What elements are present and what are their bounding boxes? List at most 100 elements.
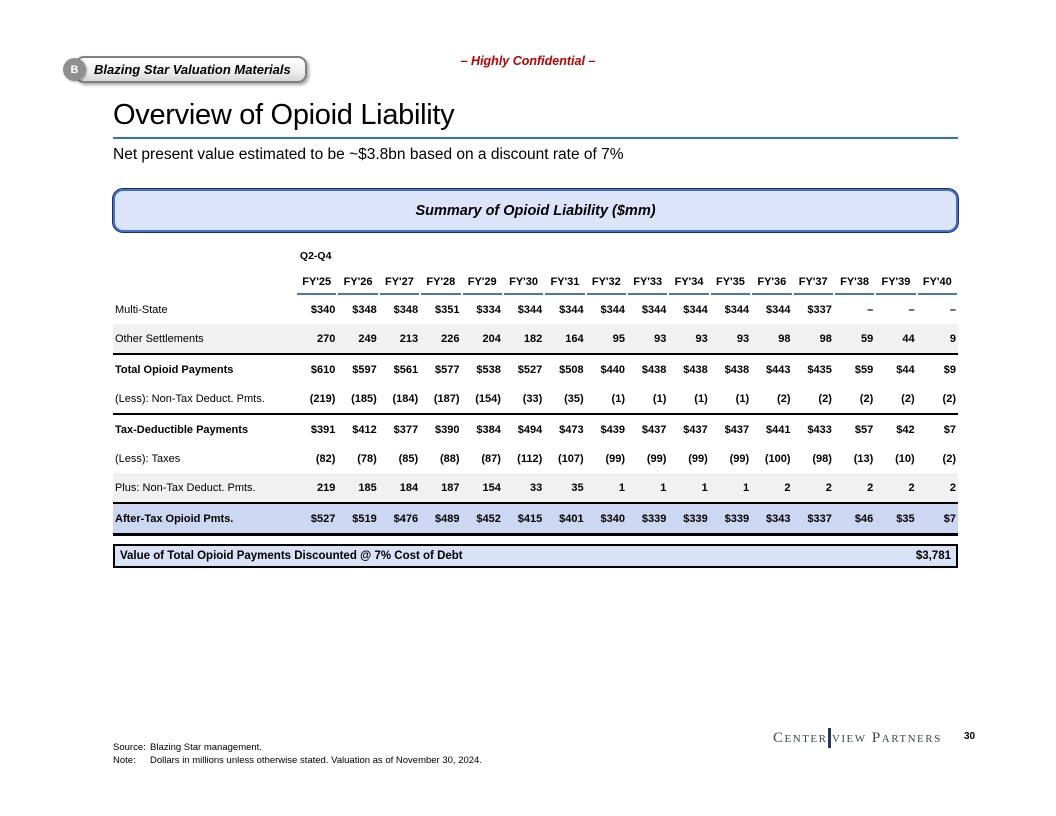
cell: (2) xyxy=(818,392,832,405)
cell: $337 xyxy=(807,512,832,525)
cell: 2 xyxy=(784,481,791,494)
cell: (10) xyxy=(895,452,915,465)
cell: 249 xyxy=(358,332,377,345)
table-title: Summary of Opioid Liability ($mm) xyxy=(415,202,656,219)
cell: (99) xyxy=(729,452,750,465)
confidential-notice: – Highly Confidential – xyxy=(460,54,596,68)
cell: 1 xyxy=(743,481,750,494)
logo-divider-bar xyxy=(828,728,831,748)
row-label: Multi-State xyxy=(115,303,168,316)
cell: $344 xyxy=(724,303,750,316)
cell: (219) xyxy=(309,392,336,405)
column-header: FY'37 xyxy=(793,265,834,295)
note-text: Dollars in millions unless otherwise sta… xyxy=(150,754,482,766)
cell: 2 xyxy=(949,481,956,494)
cell: 219 xyxy=(317,481,336,494)
cell: 1 xyxy=(618,481,625,494)
cell: (87) xyxy=(481,452,501,465)
cell: $344 xyxy=(517,303,543,316)
cell: $348 xyxy=(352,303,377,316)
cell: $42 xyxy=(896,423,915,436)
cell: 93 xyxy=(654,332,667,345)
logo-text-right: view Partners xyxy=(831,729,942,746)
cell: (2) xyxy=(777,392,791,405)
row-label: Plus: Non-Tax Deduct. Pmts. xyxy=(115,481,256,494)
cell: $527 xyxy=(517,363,543,376)
cell: $7 xyxy=(943,512,956,525)
cell: (88) xyxy=(439,452,460,465)
table-row: Multi-State $340 $348 $348 $351 $334 $344 $344 $… xyxy=(113,295,958,324)
cell: $439 xyxy=(600,423,625,436)
cell: $519 xyxy=(352,512,377,525)
cell: 2 xyxy=(825,481,832,494)
cell: – xyxy=(949,303,956,316)
cell: (98) xyxy=(812,452,832,465)
cell: (154) xyxy=(475,392,501,405)
cell: $440 xyxy=(600,363,625,376)
cell: $437 xyxy=(724,423,750,436)
cell: $351 xyxy=(435,303,460,316)
cell: 93 xyxy=(695,332,708,345)
table-row: Total Opioid Payments $610 $597 $561 $577 $53… xyxy=(113,354,958,384)
table-row: After-Tax Opioid Pmts. $527 $519 $476 $489 $4… xyxy=(113,503,958,535)
page-subtitle: Net present value estimated to be ~$3.8b… xyxy=(113,146,624,163)
table-title-banner: Summary of Opioid Liability ($mm) xyxy=(113,189,958,232)
cell: $412 xyxy=(352,423,377,436)
cell: $9 xyxy=(943,363,956,376)
cell: $441 xyxy=(766,423,791,436)
cell: 44 xyxy=(902,332,915,345)
section-badge-label: Blazing Star Valuation Materials xyxy=(75,56,307,83)
cell: (85) xyxy=(398,452,419,465)
cell: (1) xyxy=(611,392,625,405)
table-row: (Less): Taxes (82) (78) (85) (88) (87) (112) (1… xyxy=(113,444,958,473)
column-header-row: FY'25 FY'26 FY'27 FY'28 FY'29 FY'30 FY'31 FY'32… xyxy=(113,265,958,295)
cell: 185 xyxy=(358,481,377,494)
row-label: Total Opioid Payments xyxy=(115,363,234,376)
cell: (2) xyxy=(859,392,874,405)
row-label: (Less): Taxes xyxy=(115,452,181,465)
cell: $339 xyxy=(724,512,750,525)
page-number: 30 xyxy=(964,731,976,742)
cell: (1) xyxy=(652,392,667,405)
cell: 98 xyxy=(778,332,791,345)
cell: $59 xyxy=(854,363,874,376)
column-header: FY'38 xyxy=(834,265,875,295)
cell: $344 xyxy=(766,303,791,316)
cell: $348 xyxy=(393,303,419,316)
cell: $577 xyxy=(435,363,460,376)
cell: $344 xyxy=(683,303,708,316)
cell: 226 xyxy=(441,332,460,345)
cell: 2 xyxy=(867,481,874,494)
cell: (107) xyxy=(557,452,584,465)
cell: $538 xyxy=(476,363,501,376)
cell: (1) xyxy=(694,392,708,405)
cell: $494 xyxy=(517,423,543,436)
cell: $435 xyxy=(807,363,832,376)
cell: (187) xyxy=(433,392,460,405)
cell: (2) xyxy=(942,452,956,465)
column-header: FY'27 xyxy=(379,265,420,295)
cell: 187 xyxy=(441,481,460,494)
row-label: After-Tax Opioid Pmts. xyxy=(115,512,234,525)
cell: (82) xyxy=(315,452,336,465)
slide-content: Overview of Opioid Liability Net present… xyxy=(113,99,958,568)
cell: 98 xyxy=(819,332,832,345)
section-badge: B Blazing Star Valuation Materials xyxy=(63,56,307,83)
cell: (99) xyxy=(646,452,667,465)
period-label: Q2-Q4 xyxy=(299,250,332,262)
cell: $339 xyxy=(641,512,667,525)
cell: $377 xyxy=(393,423,419,436)
npv-summary-label: Value of Total Opioid Payments Discounte… xyxy=(120,550,463,562)
cell: (33) xyxy=(522,392,543,405)
source-label: Source: xyxy=(113,742,146,753)
table-row: Tax-Deductible Payments $391 $412 $377 $390 $… xyxy=(113,414,958,444)
cell: 1 xyxy=(660,481,667,494)
cell: $443 xyxy=(766,363,791,376)
cell: – xyxy=(867,303,874,316)
column-header: FY'36 xyxy=(751,265,792,295)
cell: $344 xyxy=(600,303,625,316)
cell: 33 xyxy=(530,481,543,494)
cell: $46 xyxy=(854,512,874,525)
table-row: Plus: Non-Tax Deduct. Pmts. 219 185 184 187 1… xyxy=(113,473,958,503)
